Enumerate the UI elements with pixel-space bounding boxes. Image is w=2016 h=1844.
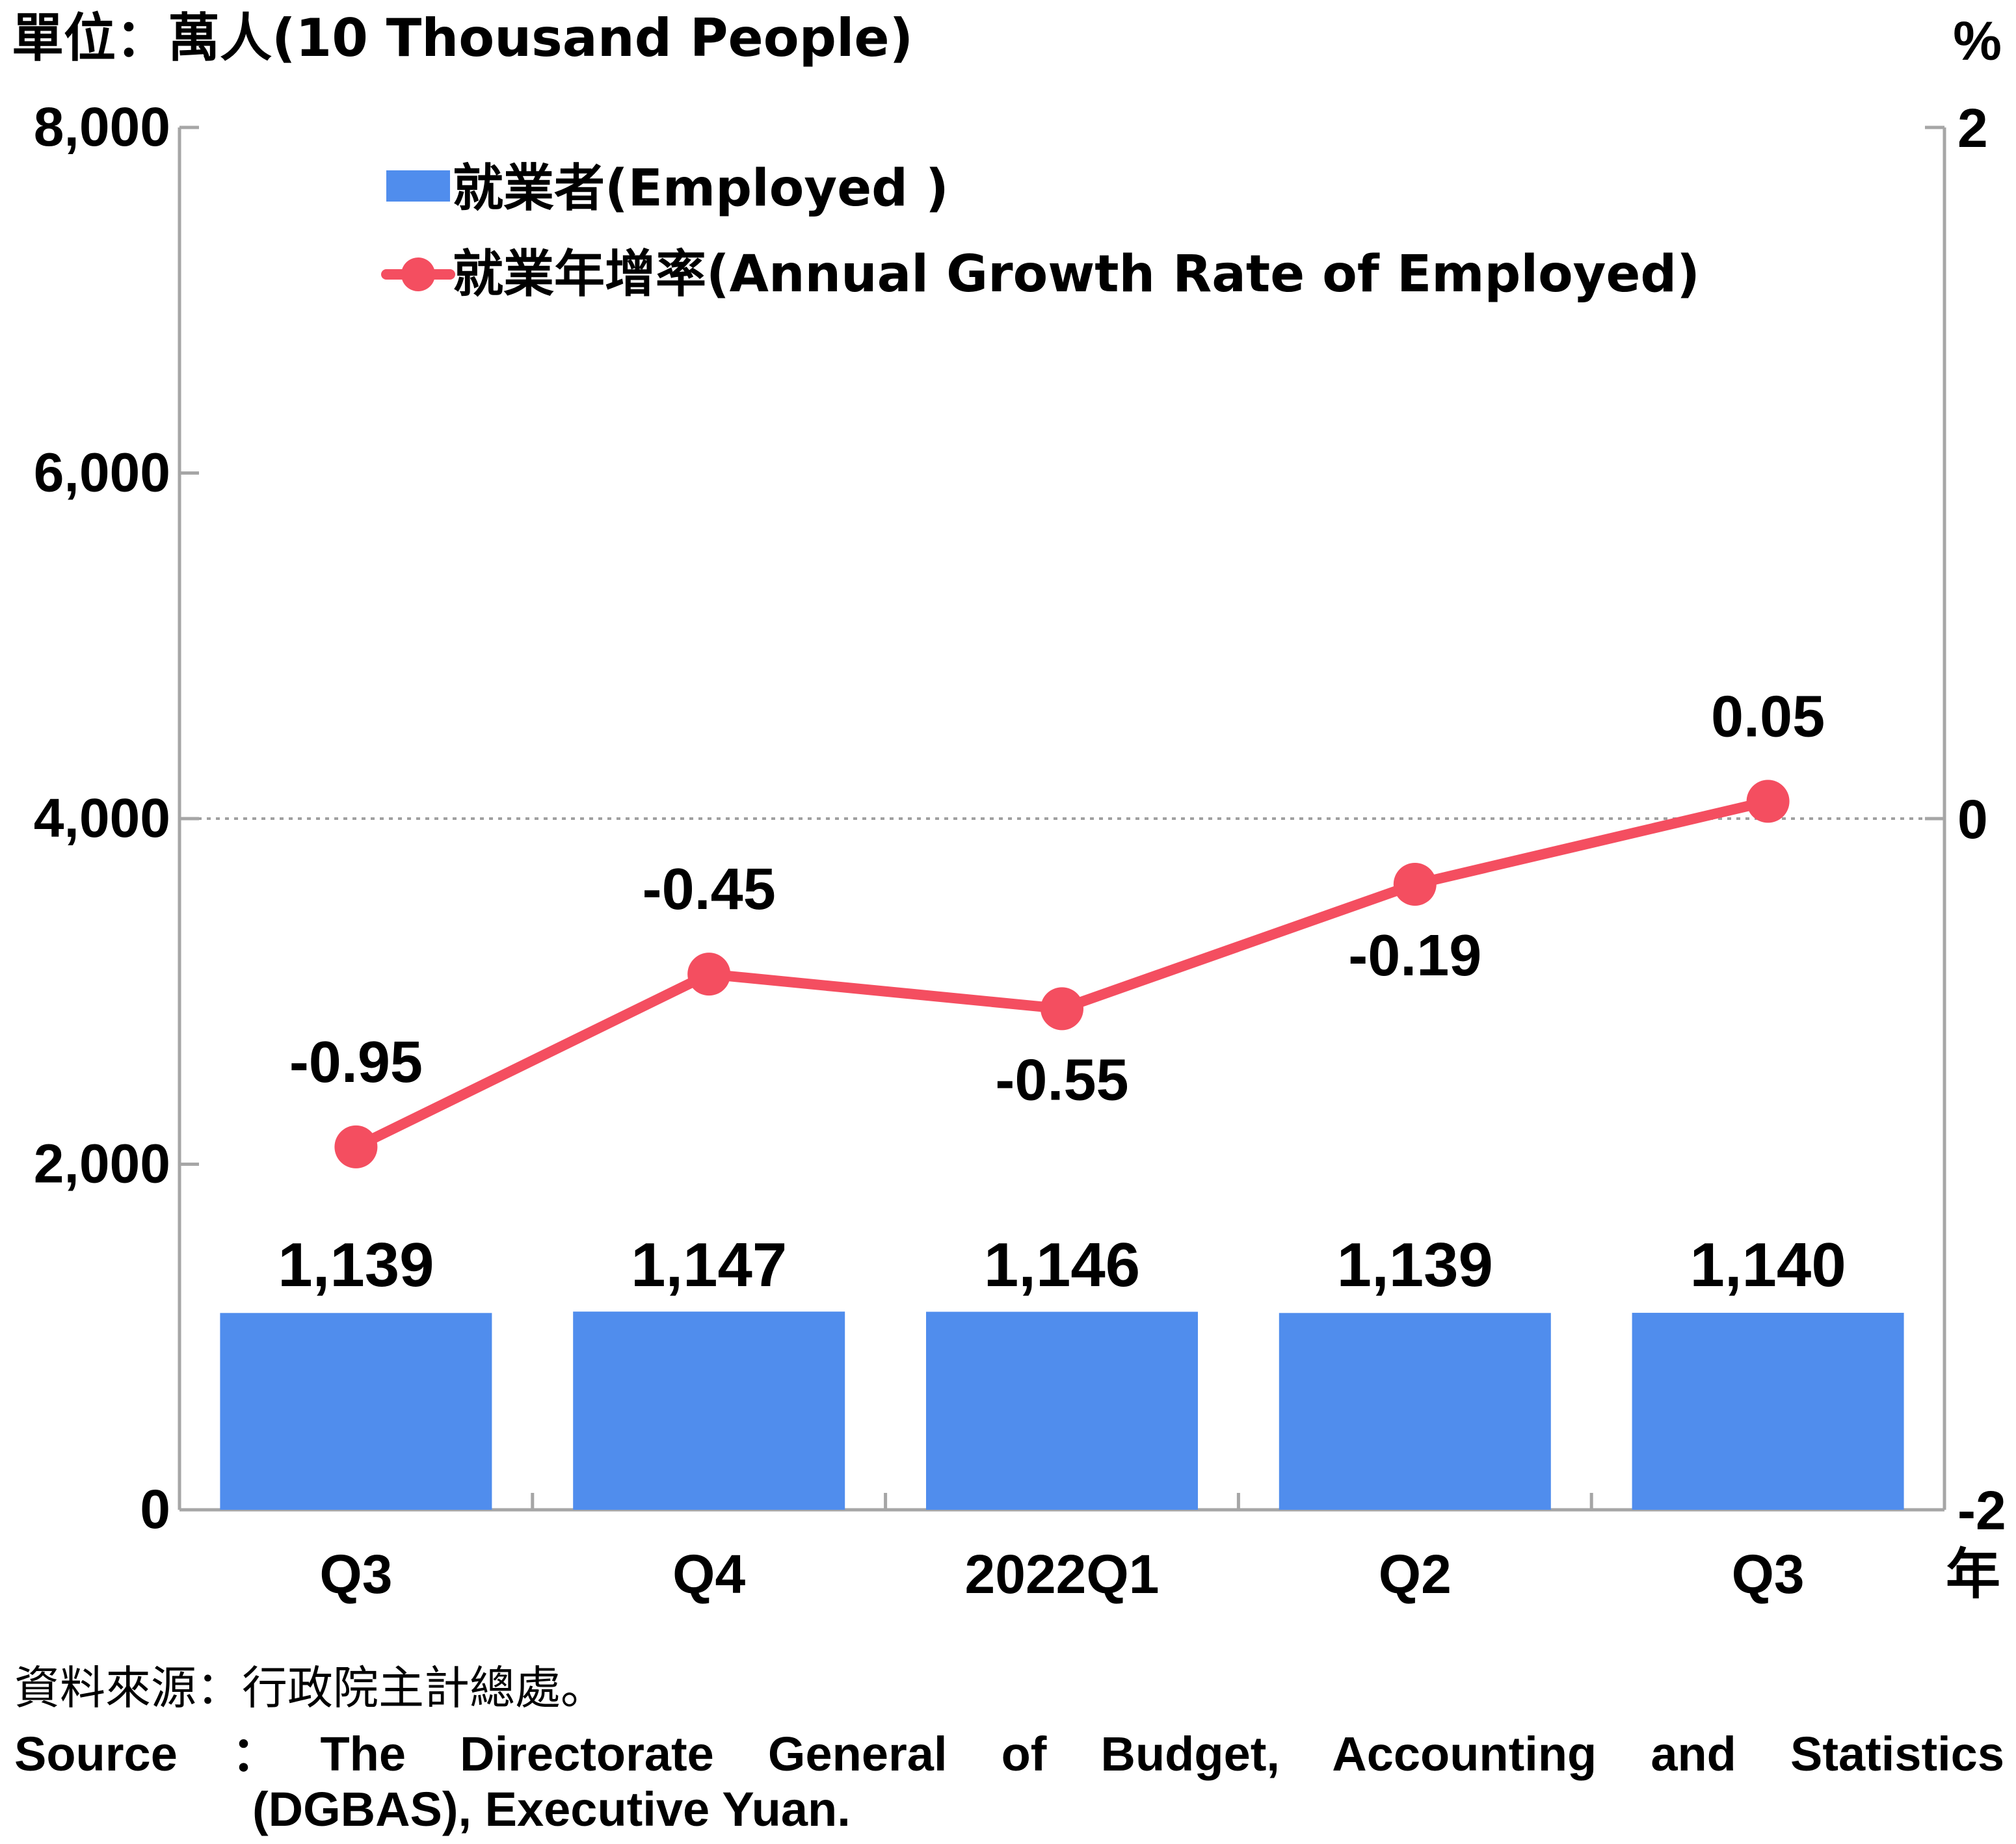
right-tick-label: 2: [1957, 98, 1988, 159]
source-note-en-line1: Source ：The Directorate General of Budge…: [14, 1727, 2004, 1781]
line-value-label: -0.95: [289, 1030, 423, 1095]
bar-series: [220, 1311, 1904, 1510]
bar-value-label: 1,146: [984, 1230, 1140, 1300]
line-series: [334, 780, 1790, 1168]
left-tick-label: 8,000: [34, 96, 170, 157]
source-note-zh: 資料來源：行政院主計總處。: [14, 1661, 606, 1715]
bar: [1632, 1313, 1904, 1510]
left-axis-unit-label: 單位：萬人(10 Thousand People): [12, 8, 913, 68]
line-value-label: -0.19: [1348, 923, 1481, 988]
bar-value-label: 1,139: [1337, 1230, 1493, 1300]
left-tick-label: 4,000: [34, 787, 170, 849]
line-point: [1746, 780, 1790, 823]
x-tick-label: Q2: [1379, 1544, 1452, 1605]
legend-swatch-employed: [386, 170, 450, 202]
chart-labels: 1,139 1,147 1,146 1,139 1,140 -0.95 -0.45 -0.55…: [278, 684, 1846, 1300]
source-note-en-line2: (DGBAS), Executive Yuan.: [252, 1782, 851, 1836]
bar: [1279, 1313, 1551, 1510]
chart: 0 2,000 4,000 6,000 8,000 -2 0 2 單位：萬人(10 Thousa…: [12, 8, 2006, 1606]
left-tick-label: 0: [140, 1479, 170, 1540]
line-value-label: -0.55: [995, 1047, 1128, 1113]
legend-label-employed: 就業者(Employed ): [453, 159, 949, 218]
line-point: [687, 953, 731, 996]
x-tick-label: 2022Q1: [965, 1544, 1160, 1605]
line-value-label: 0.05: [1711, 684, 1825, 749]
right-tick-label: -2: [1957, 1480, 2006, 1541]
legend: 就業者(Employed ) 就業年增率(Annual Growth Rate o…: [381, 159, 1700, 304]
line-point: [334, 1125, 378, 1168]
left-tick-label: 6,000: [34, 442, 170, 503]
bar: [926, 1311, 1198, 1510]
x-tick-label: Q3: [1732, 1544, 1805, 1605]
bar-value-label: 1,139: [278, 1230, 434, 1300]
right-axis-unit-label: %: [1953, 10, 2002, 72]
bar-value-label: 1,147: [631, 1230, 787, 1300]
x-tick-label: Q3: [319, 1544, 392, 1605]
bar-value-label: 1,140: [1690, 1230, 1846, 1300]
axes: 0 2,000 4,000 6,000 8,000 -2 0 2 單位：萬人(10 Thousa…: [12, 8, 2006, 1606]
bar: [573, 1311, 845, 1510]
legend-swatch-growth-marker: [401, 257, 435, 291]
line-point: [1393, 862, 1437, 906]
x-tick-label: Q4: [672, 1544, 745, 1605]
line-point: [1041, 987, 1083, 1031]
line-value-label: -0.45: [643, 857, 776, 922]
right-tick-label: 0: [1957, 789, 1988, 850]
x-axis-suffix: 年: [1946, 1542, 2000, 1606]
left-tick-label: 2,000: [34, 1133, 170, 1194]
bar: [220, 1313, 492, 1510]
legend-label-growth: 就業年增率(Annual Growth Rate of Employed): [453, 245, 1700, 304]
